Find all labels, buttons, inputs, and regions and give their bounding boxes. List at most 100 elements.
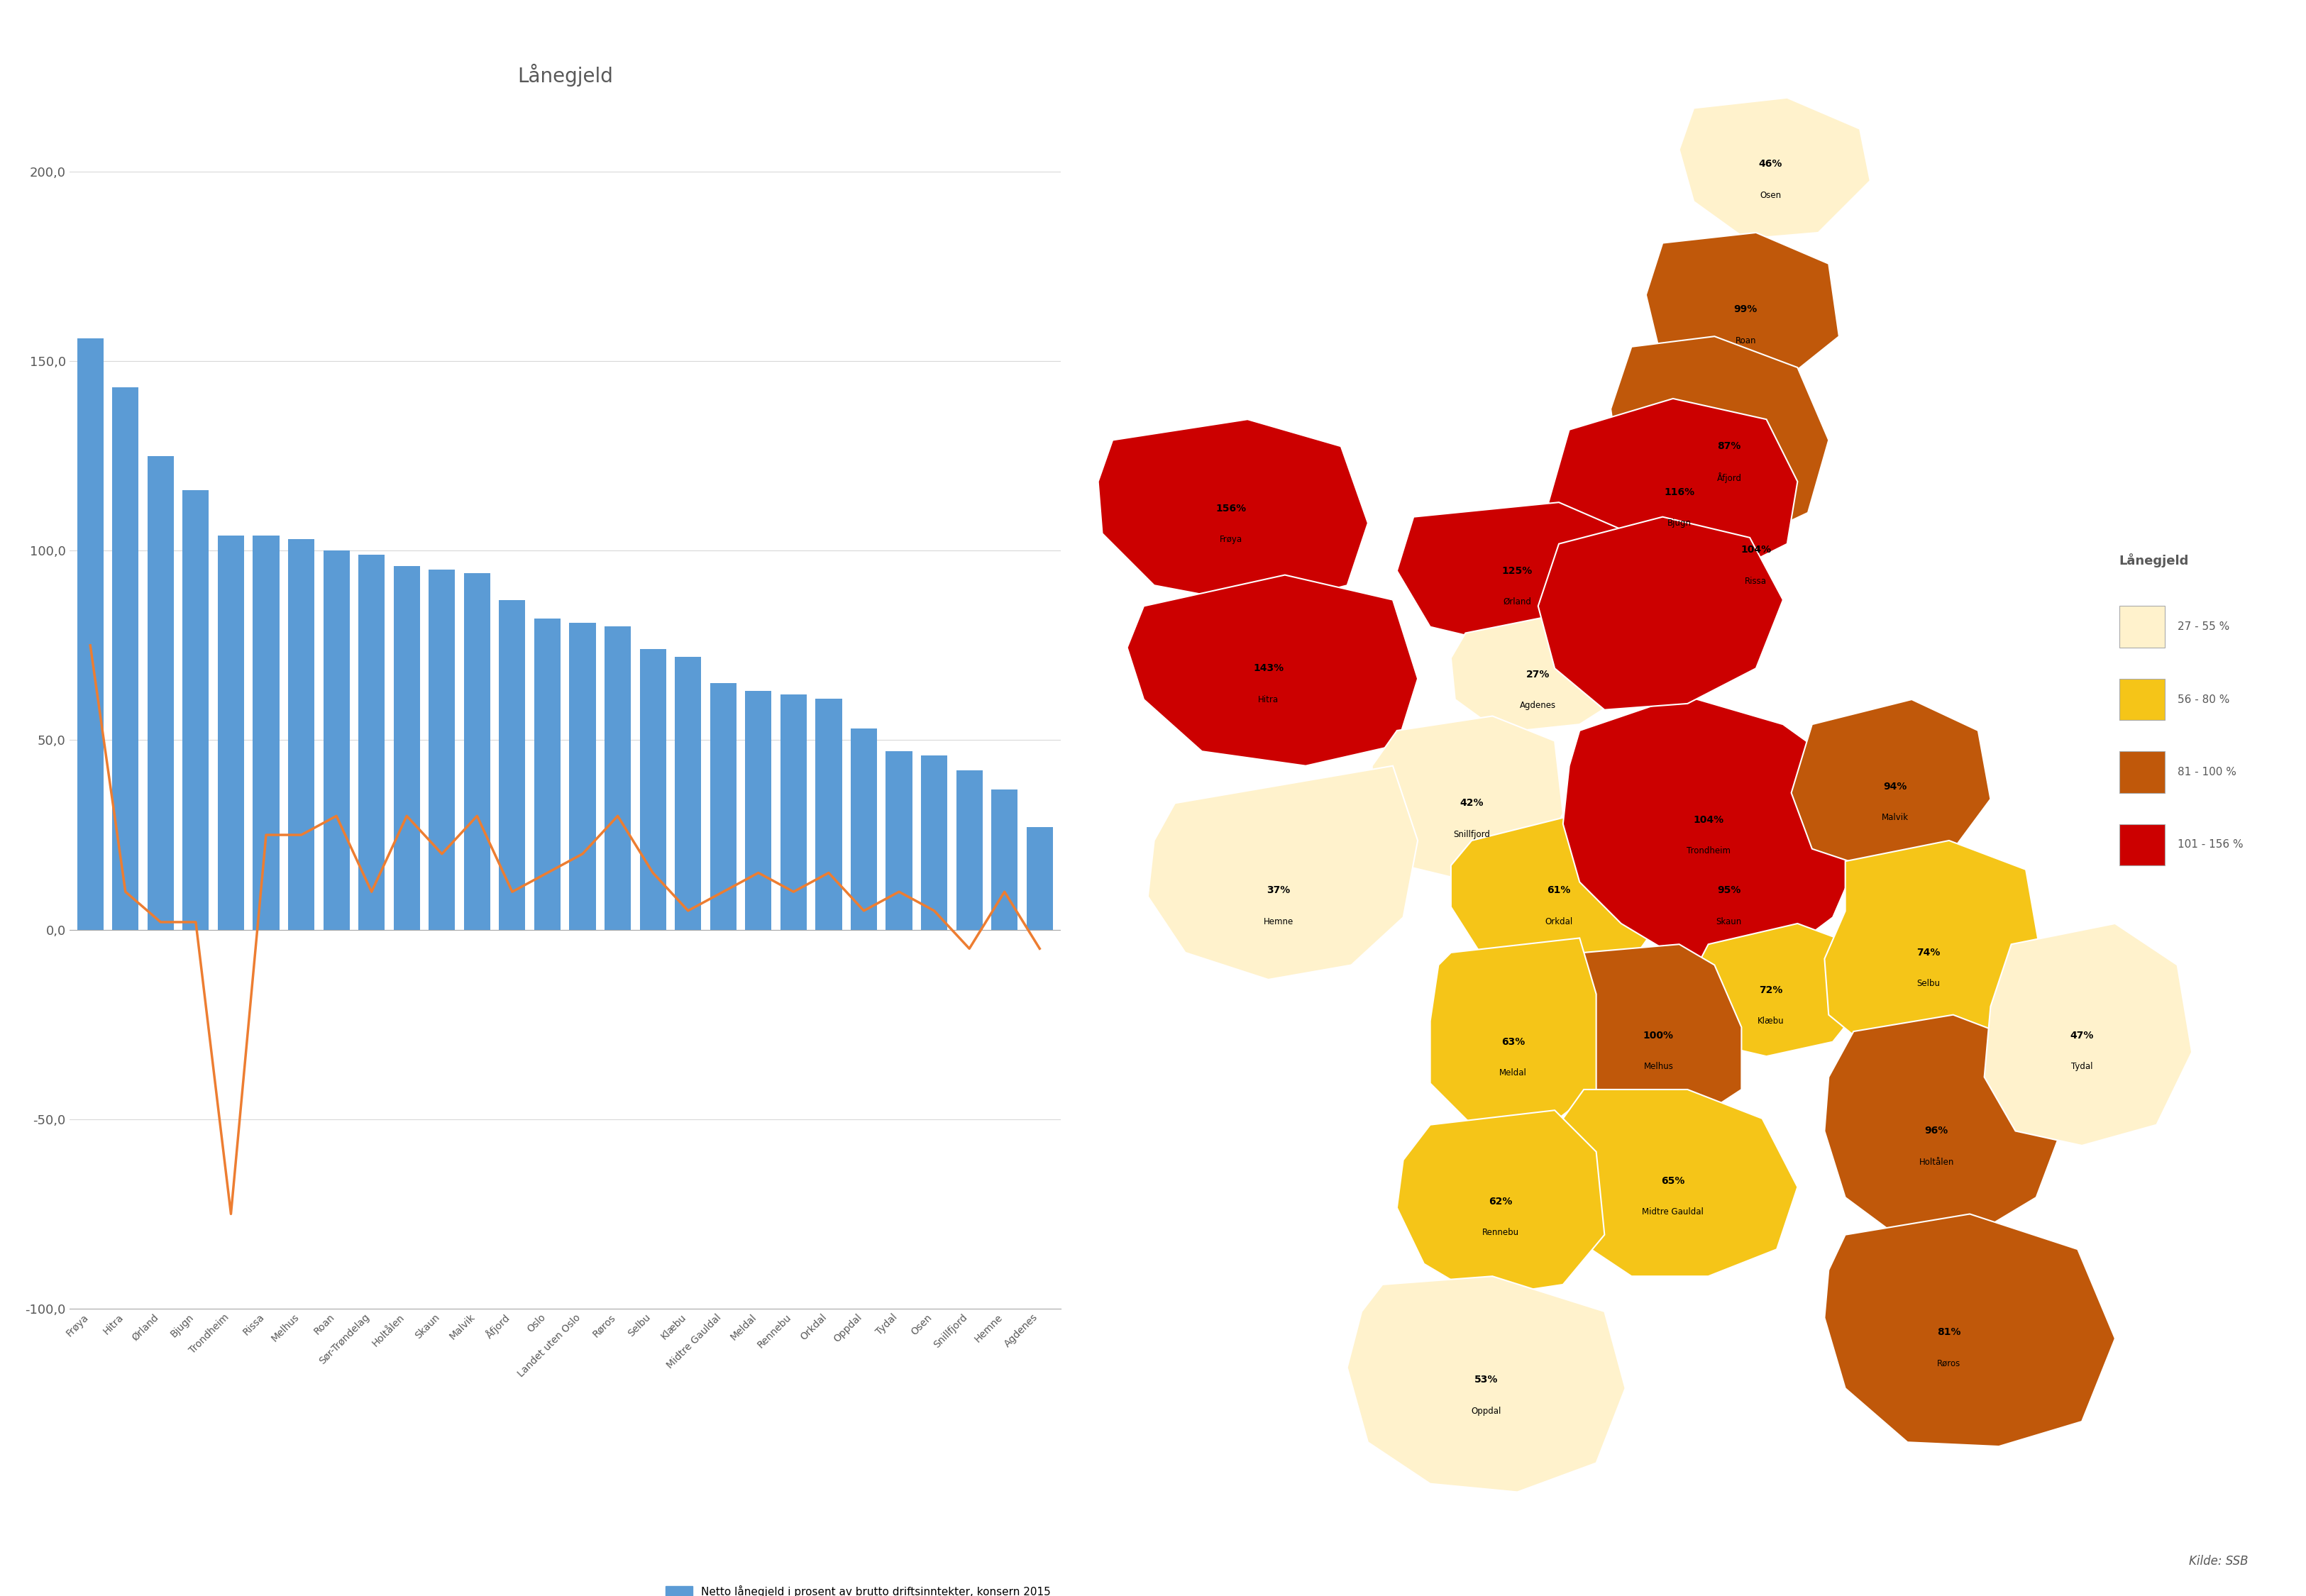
Text: Midtre Gauldal: Midtre Gauldal (1642, 1207, 1704, 1216)
Text: Malvik: Malvik (1882, 812, 1909, 822)
Text: 27%: 27% (1527, 670, 1550, 680)
Text: 125%: 125% (1501, 567, 1533, 576)
Polygon shape (1098, 420, 1367, 606)
Text: 37%: 37% (1266, 886, 1291, 895)
Legend: Netto lånegjeld i prosent av brutto driftsinntekter, konsern 2015, Netto lånegje: Netto lånegjeld i prosent av brutto drif… (662, 1582, 1056, 1596)
Text: Åfjord: Åfjord (1716, 472, 1741, 482)
Text: Ørland: Ørland (1504, 597, 1531, 606)
Bar (148, 456, 173, 929)
Text: 87%: 87% (1718, 442, 1741, 452)
Text: Snillfjord: Snillfjord (1453, 830, 1490, 839)
Text: 116%: 116% (1665, 487, 1695, 496)
Bar (464, 573, 491, 929)
Text: Holtålen: Holtålen (1919, 1157, 1953, 1167)
Bar (779, 694, 807, 929)
Text: Osen: Osen (1759, 190, 1780, 200)
Polygon shape (1792, 699, 1990, 870)
Polygon shape (1563, 696, 1866, 966)
Text: 27 - 55 %: 27 - 55 % (2177, 621, 2230, 632)
Text: 143%: 143% (1252, 664, 1284, 674)
Text: 47%: 47% (2071, 1031, 2094, 1041)
Text: 56 - 80 %: 56 - 80 % (2177, 694, 2230, 705)
Bar (254, 536, 279, 929)
Text: 65%: 65% (1660, 1176, 1686, 1186)
Bar (604, 626, 632, 929)
Text: Selbu: Selbu (1916, 978, 1939, 988)
Bar (2119, 678, 2165, 720)
Text: Bjugn: Bjugn (1667, 519, 1690, 528)
Polygon shape (1824, 1015, 2062, 1238)
Bar (992, 790, 1017, 929)
Polygon shape (1563, 945, 1741, 1125)
Text: Kilde: SSB: Kilde: SSB (2188, 1555, 2248, 1567)
Polygon shape (1983, 924, 2191, 1146)
Text: 46%: 46% (1759, 160, 1783, 169)
Text: Trondheim: Trondheim (1686, 846, 1730, 855)
Text: Røros: Røros (1937, 1358, 1960, 1368)
Text: 94%: 94% (1884, 782, 1907, 792)
Bar (639, 650, 666, 929)
Polygon shape (1610, 337, 1829, 544)
Text: Klæbu: Klæbu (1757, 1017, 1785, 1026)
Bar (851, 729, 876, 929)
Bar (288, 539, 314, 929)
Bar (357, 554, 385, 929)
Text: 101 - 156 %: 101 - 156 % (2177, 839, 2244, 851)
Polygon shape (1450, 814, 1674, 969)
Text: Meldal: Meldal (1499, 1068, 1527, 1077)
Bar (429, 570, 454, 929)
Polygon shape (1824, 1215, 2115, 1446)
Polygon shape (1450, 613, 1626, 733)
Polygon shape (1550, 1090, 1799, 1277)
Text: Roan: Roan (1734, 335, 1757, 345)
Text: 100%: 100% (1644, 1031, 1674, 1041)
Text: Oppdal: Oppdal (1471, 1406, 1501, 1416)
Text: 74%: 74% (1916, 948, 1939, 958)
Bar (676, 658, 701, 929)
Bar (535, 619, 560, 929)
Bar (1026, 827, 1054, 929)
Bar (745, 691, 773, 929)
Polygon shape (1430, 938, 1596, 1132)
Text: Lånegjeld: Lånegjeld (2119, 554, 2188, 568)
Bar (816, 699, 842, 929)
Bar (2119, 824, 2165, 865)
Text: Melhus: Melhus (1644, 1061, 1674, 1071)
Text: Orkdal: Orkdal (1545, 916, 1573, 926)
Text: Rissa: Rissa (1746, 576, 1766, 586)
Text: 104%: 104% (1741, 546, 1771, 555)
Text: Agdenes: Agdenes (1520, 701, 1557, 710)
Text: Hemne: Hemne (1264, 916, 1294, 926)
Text: Skaun: Skaun (1716, 916, 1741, 926)
Text: 81 - 100 %: 81 - 100 % (2177, 766, 2237, 777)
Text: 53%: 53% (1474, 1376, 1499, 1385)
Polygon shape (1397, 503, 1637, 648)
Bar (113, 388, 138, 929)
Polygon shape (1550, 399, 1799, 581)
Title: Lånegjeld: Lånegjeld (517, 64, 613, 86)
Polygon shape (1646, 233, 1840, 385)
Polygon shape (1538, 517, 1783, 710)
Bar (217, 536, 244, 929)
Text: Rennebu: Rennebu (1483, 1227, 1520, 1237)
Text: 63%: 63% (1501, 1037, 1524, 1047)
Polygon shape (1148, 766, 1418, 980)
Bar (76, 338, 104, 929)
Bar (957, 771, 982, 929)
Text: Frøya: Frøya (1220, 535, 1243, 544)
Text: 99%: 99% (1734, 305, 1757, 314)
Text: 42%: 42% (1460, 798, 1483, 808)
Bar (2119, 752, 2165, 793)
Text: Tydal: Tydal (2071, 1061, 2092, 1071)
Text: 62%: 62% (1490, 1197, 1513, 1207)
Text: 156%: 156% (1215, 504, 1245, 514)
Bar (570, 622, 595, 929)
Bar (498, 600, 526, 929)
Bar (920, 755, 948, 929)
Text: 72%: 72% (1759, 985, 1783, 994)
Bar (710, 683, 736, 929)
Text: 95%: 95% (1718, 886, 1741, 895)
Bar (886, 752, 913, 929)
Text: 96%: 96% (1926, 1127, 1949, 1136)
Polygon shape (1128, 575, 1418, 766)
